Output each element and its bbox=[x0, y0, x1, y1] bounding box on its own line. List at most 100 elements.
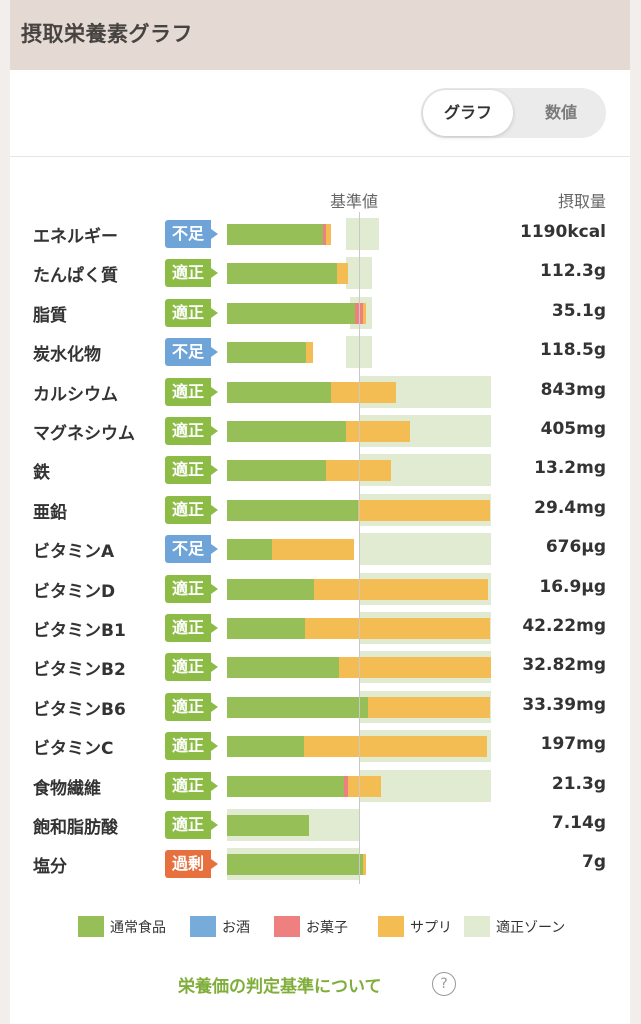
intake-value: 33.39mg bbox=[522, 694, 606, 715]
supplement-segment bbox=[326, 224, 332, 245]
nutrient-name: ビタミンB1 bbox=[33, 621, 126, 641]
intake-value: 405mg bbox=[540, 419, 606, 439]
status-badge: 適正 bbox=[165, 811, 218, 839]
supplement-segment bbox=[314, 578, 489, 600]
status-badge: 適正 bbox=[165, 732, 218, 761]
intake-value: 29.4mg bbox=[534, 497, 606, 518]
food-segment bbox=[227, 302, 356, 324]
bar-track bbox=[227, 493, 492, 526]
nutrient-card: 摂取栄養素グラフ グラフ 数値 基準値 摂取量 エネルギー 不足 1190kcal た… bbox=[10, 0, 630, 1024]
food-segment bbox=[227, 342, 307, 364]
intake-value: 118.5g bbox=[540, 340, 606, 361]
status-badge: 不足 bbox=[165, 220, 218, 248]
food-segment bbox=[227, 736, 304, 758]
legend-label: サプリ bbox=[410, 920, 452, 936]
intake-value: 7.14g bbox=[551, 813, 606, 833]
bar-track bbox=[227, 612, 492, 644]
snack-segment bbox=[344, 775, 349, 797]
nutrient-name: カルシウム bbox=[33, 384, 118, 405]
status-badge: 適正 bbox=[165, 298, 218, 327]
supplement-segment bbox=[348, 775, 382, 797]
divider bbox=[10, 156, 630, 157]
legend-swatch bbox=[378, 916, 404, 937]
intake-value: 32.82mg bbox=[522, 655, 606, 676]
bar-track bbox=[227, 218, 492, 250]
optimal-zone bbox=[359, 533, 491, 566]
food-segment bbox=[227, 224, 324, 245]
status-badge: 過剰 bbox=[165, 850, 218, 879]
status-badge: 適正 bbox=[165, 377, 218, 406]
supplement-segment bbox=[362, 302, 366, 324]
bar-track bbox=[227, 690, 492, 723]
nutrient-row: 炭水化物 不足 118.5g bbox=[10, 336, 630, 369]
status-badge: 適正 bbox=[165, 653, 218, 682]
nutrient-name: 炭水化物 bbox=[33, 345, 101, 366]
optimal-zone bbox=[345, 257, 373, 290]
legend-swatch bbox=[464, 916, 490, 937]
reference-column-header: 基準値 bbox=[330, 192, 379, 211]
nutrient-name: 鉄 bbox=[33, 463, 50, 484]
nutrient-name: エネルギー bbox=[33, 227, 118, 247]
page-title: 摂取栄養素グラフ bbox=[21, 22, 193, 46]
nutrient-name: 食物繊維 bbox=[33, 778, 101, 799]
food-segment bbox=[227, 815, 309, 836]
bar-track bbox=[227, 296, 492, 329]
nutrient-row: 亜鉛 適正 29.4mg bbox=[10, 493, 630, 526]
question-circle-icon[interactable]: ? bbox=[432, 972, 456, 996]
intake-value: 112.3g bbox=[540, 261, 606, 282]
food-segment bbox=[227, 499, 358, 521]
nutrient-row: ビタミンB2 適正 32.82mg bbox=[10, 651, 630, 684]
criteria-link[interactable]: 栄養価の判定基準について bbox=[178, 977, 382, 997]
food-segment bbox=[227, 421, 346, 442]
supplement-segment bbox=[336, 263, 349, 285]
bar-track bbox=[227, 848, 492, 881]
status-badge: 不足 bbox=[165, 535, 218, 564]
supplement-segment bbox=[368, 696, 490, 718]
snack-segment bbox=[355, 302, 363, 324]
status-badge: 適正 bbox=[165, 692, 218, 721]
intake-value: 676μg bbox=[545, 537, 606, 558]
status-badge: 適正 bbox=[165, 417, 218, 445]
nutrient-name: ビタミンC bbox=[33, 739, 114, 760]
nutrient-row: ビタミンB1 適正 42.22mg bbox=[10, 612, 630, 644]
intake-value: 7g bbox=[582, 852, 606, 873]
bar-track bbox=[227, 375, 492, 408]
supplement-segment bbox=[304, 618, 490, 639]
bar-track bbox=[227, 809, 492, 841]
legend-label: お酒 bbox=[222, 920, 250, 936]
food-segment bbox=[227, 775, 345, 797]
nutrient-row: ビタミンC 適正 197mg bbox=[10, 730, 630, 763]
legend-label: 適正ゾーン bbox=[496, 920, 566, 936]
bar-track bbox=[227, 257, 492, 290]
nutrient-row: 飽和脂肪酸 適正 7.14g bbox=[10, 809, 630, 841]
nutrient-name: ビタミンD bbox=[33, 581, 116, 602]
food-segment bbox=[227, 657, 340, 679]
supplement-segment bbox=[271, 539, 354, 561]
status-badge: 適正 bbox=[165, 614, 218, 642]
optimal-zone bbox=[345, 336, 373, 369]
intake-value: 13.2mg bbox=[534, 458, 606, 479]
bar-track bbox=[227, 730, 492, 763]
status-badge: 適正 bbox=[165, 259, 218, 288]
nutrient-row: ビタミンA 不足 676μg bbox=[10, 533, 630, 566]
numbers-tab[interactable]: 数値 bbox=[544, 103, 577, 122]
supplement-segment bbox=[362, 854, 366, 876]
food-segment bbox=[227, 460, 326, 482]
nutrient-name: 塩分 bbox=[33, 857, 67, 878]
supplement-segment bbox=[306, 342, 313, 364]
nutrient-row: 食物繊維 適正 21.3g bbox=[10, 769, 630, 802]
legend-swatch bbox=[190, 916, 216, 937]
food-segment bbox=[227, 539, 272, 561]
bar-track bbox=[227, 651, 492, 684]
bar-track bbox=[227, 533, 492, 566]
food-segment bbox=[227, 696, 369, 718]
status-badge: 適正 bbox=[165, 771, 218, 800]
status-badge: 適正 bbox=[165, 456, 218, 485]
nutrient-row: エネルギー 不足 1190kcal bbox=[10, 218, 630, 250]
reference-line bbox=[359, 212, 360, 884]
view-toggle[interactable]: グラフ 数値 bbox=[421, 88, 606, 138]
nutrient-row: ビタミンB6 適正 33.39mg bbox=[10, 690, 630, 723]
intake-value: 197mg bbox=[540, 734, 606, 755]
bar-track bbox=[227, 454, 492, 487]
graph-tab[interactable]: グラフ bbox=[423, 90, 513, 136]
